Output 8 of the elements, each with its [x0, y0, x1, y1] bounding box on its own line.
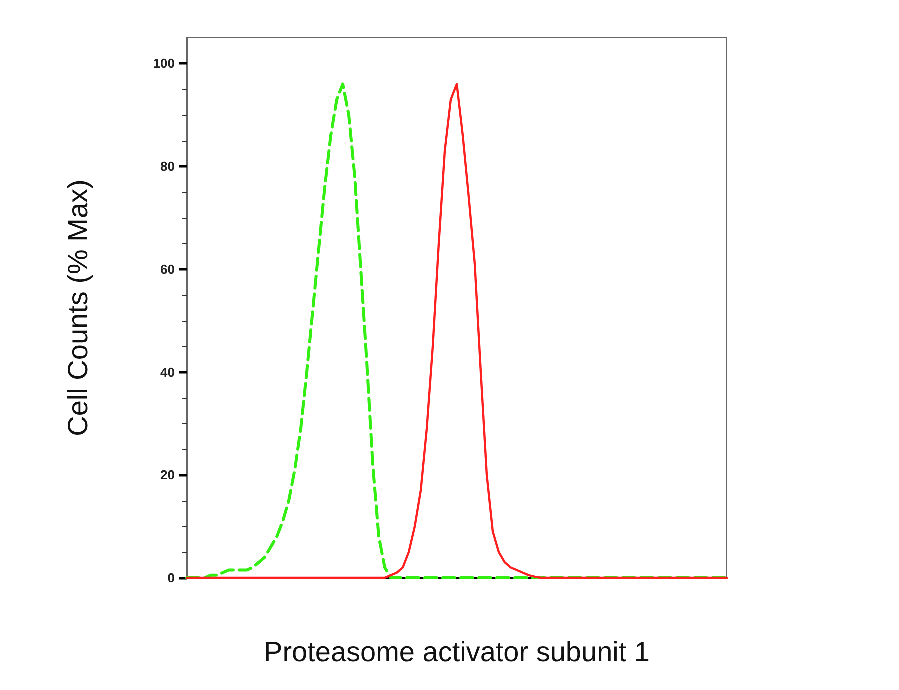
y-tick-label: 80 [160, 159, 175, 174]
y-tick-label: 60 [160, 262, 175, 277]
x-axis-title: Proteasome activator subunit 1 [264, 636, 650, 668]
y-tick-label: 0 [168, 570, 175, 586]
y-tick-label: 20 [160, 468, 175, 483]
y-axis-title: Cell Counts (% Max) [62, 180, 94, 436]
y-tick-label: 100 [153, 56, 175, 72]
y-tick-label: 40 [160, 364, 175, 380]
